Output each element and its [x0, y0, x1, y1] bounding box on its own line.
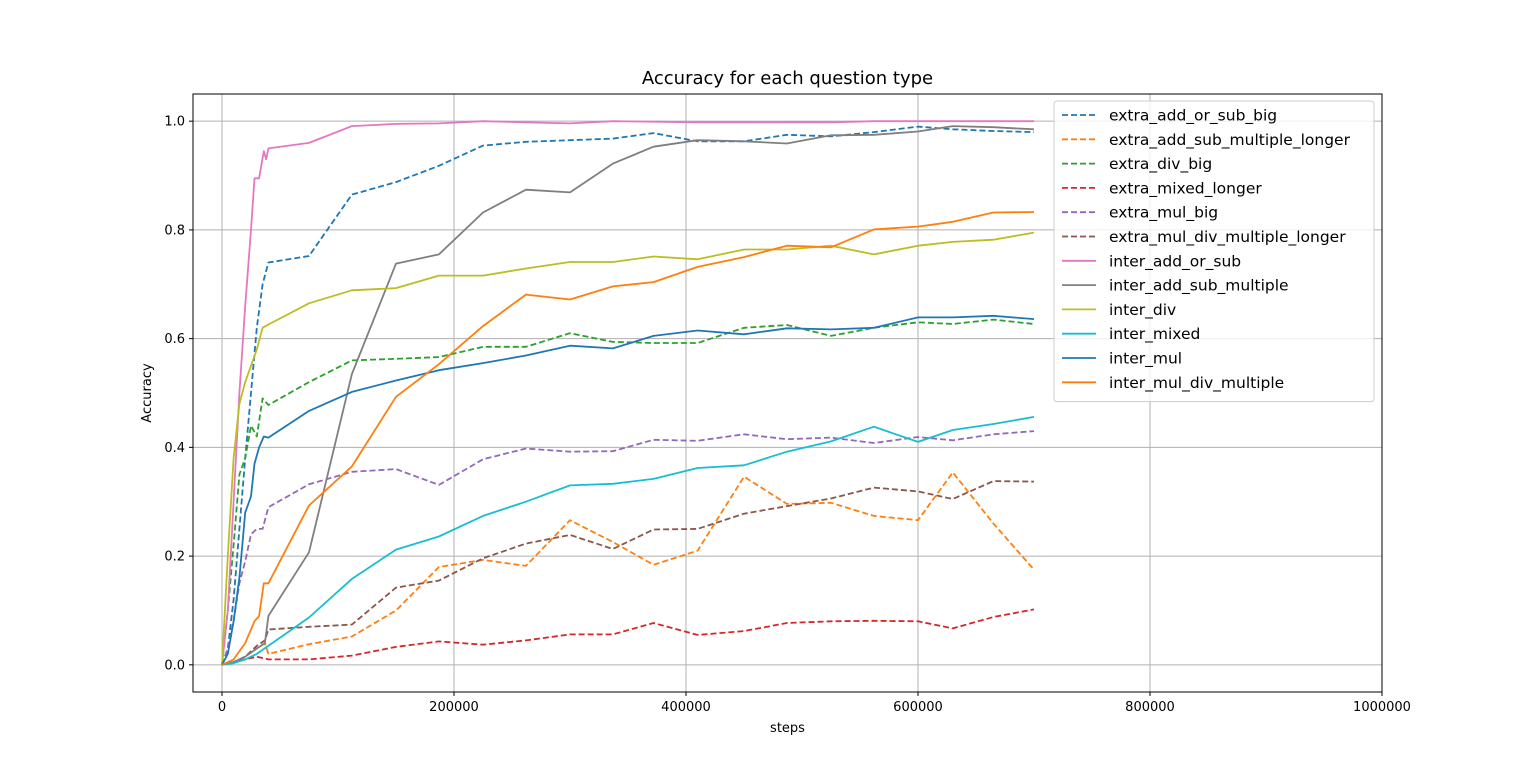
series-line-inter-mixed — [221, 416, 1035, 666]
x-tick-label: 600000 — [893, 700, 943, 715]
series-line-extra-mixed-longer — [221, 608, 1035, 666]
x-tick-label: 800000 — [1125, 700, 1175, 715]
legend-label: extra_mul_div_multiple_longer — [1109, 228, 1346, 247]
legend-label: extra_mixed_longer — [1109, 179, 1262, 198]
x-tick-label: 200000 — [429, 700, 479, 715]
y-tick-label: 0.6 — [164, 332, 185, 347]
legend-label: extra_add_sub_multiple_longer — [1109, 131, 1351, 150]
y-tick-label: 0.4 — [164, 441, 185, 456]
x-tick-label: 1000000 — [1353, 700, 1411, 715]
chart-title: Accuracy for each question type — [642, 68, 933, 89]
y-tick-label: 1.0 — [164, 115, 185, 130]
legend-label: inter_mul_div_multiple — [1109, 374, 1284, 393]
y-tick-label: 0.2 — [164, 550, 185, 565]
plot-frame — [192, 93, 1383, 693]
x-tick-label: 400000 — [661, 700, 711, 715]
legend-label: extra_mul_big — [1109, 204, 1218, 223]
y-tick-label: 0.0 — [164, 658, 185, 673]
series-line-extra-add-or-sub-big — [221, 125, 1035, 666]
series-line-inter-add-or-sub — [221, 120, 1034, 665]
legend: extra_add_or_sub_big extra_add_sub_multip… — [1053, 100, 1375, 403]
series-line-extra-mul-div-multiple-longer — [221, 480, 1035, 666]
series-line-inter-div — [221, 231, 1035, 665]
series-line-extra-div-big — [221, 318, 1035, 665]
legend-label: extra_add_or_sub_big — [1109, 107, 1277, 126]
series-line-inter-mul — [221, 314, 1035, 666]
legend-label: inter_div — [1109, 301, 1176, 320]
legend-box — [1053, 100, 1375, 403]
legend-label: extra_div_big — [1109, 155, 1212, 174]
x-axis-ticks: 0 200000 400000 600000 800000 1000000 — [218, 692, 1411, 715]
series-line-inter-add-sub-multiple — [221, 125, 1035, 666]
legend-label: inter_mul — [1109, 350, 1182, 369]
y-tick-label: 0.8 — [164, 223, 185, 238]
y-axis-label: Accuracy — [140, 363, 155, 423]
x-tick-label: 0 — [218, 700, 226, 715]
legend-label: inter_mixed — [1109, 325, 1200, 344]
legend-label: inter_add_or_sub — [1109, 252, 1241, 271]
series-line-inter-mul-div-multiple — [221, 211, 1035, 666]
series-lines — [221, 120, 1035, 666]
legend-label: inter_add_sub_multiple — [1109, 277, 1289, 296]
x-axis-label: steps — [770, 721, 805, 736]
y-axis-ticks: 0.0 0.2 0.4 0.6 0.8 1.0 — [164, 115, 193, 673]
